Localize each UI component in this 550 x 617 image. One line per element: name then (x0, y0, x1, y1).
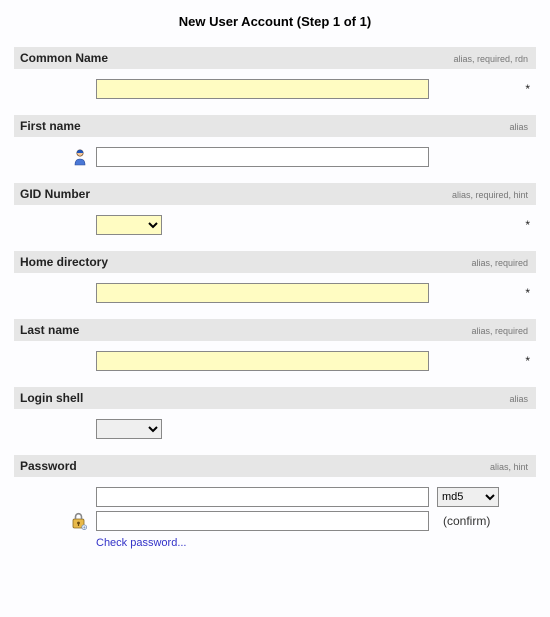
section-login-shell: Login shell alias (14, 387, 536, 409)
home-directory-input[interactable] (96, 283, 429, 303)
meta-gid-number: alias, required, hint (452, 190, 528, 200)
first-name-input[interactable] (96, 147, 429, 167)
meta-home-directory: alias, required (471, 258, 528, 268)
row-password-confirm: + (confirm) (0, 509, 550, 537)
required-marker-common-name: * (429, 82, 536, 96)
label-login-shell: Login shell (20, 391, 83, 405)
label-gid-number: GID Number (20, 187, 90, 201)
lock-icon: + (70, 511, 88, 531)
meta-login-shell: alias (509, 394, 528, 404)
meta-common-name: alias, required, rdn (453, 54, 528, 64)
meta-last-name: alias, required (471, 326, 528, 336)
person-icon (72, 148, 88, 166)
login-shell-select[interactable] (96, 419, 162, 439)
section-home-directory: Home directory alias, required (14, 251, 536, 273)
label-home-directory: Home directory (20, 255, 108, 269)
label-common-name: Common Name (20, 51, 108, 65)
row-home-directory: * (0, 273, 550, 319)
gid-number-select[interactable] (96, 215, 162, 235)
label-last-name: Last name (20, 323, 79, 337)
required-marker-home: * (429, 286, 536, 300)
required-marker-gid: * (162, 218, 536, 232)
required-marker-last: * (429, 354, 536, 368)
row-login-shell (0, 409, 550, 455)
row-password: md5 (0, 477, 550, 509)
section-gid-number: GID Number alias, required, hint (14, 183, 536, 205)
section-last-name: Last name alias, required (14, 319, 536, 341)
password-confirm-input[interactable] (96, 511, 429, 531)
section-first-name: First name alias (14, 115, 536, 137)
password-hash-select[interactable]: md5 (437, 487, 499, 507)
section-common-name: Common Name alias, required, rdn (14, 47, 536, 69)
page-title: New User Account (Step 1 of 1) (0, 0, 550, 47)
section-password: Password alias, hint (14, 455, 536, 477)
row-first-name (0, 137, 550, 183)
row-common-name: * (0, 69, 550, 115)
meta-first-name: alias (509, 122, 528, 132)
password-input[interactable] (96, 487, 429, 507)
label-first-name: First name (20, 119, 81, 133)
row-gid-number: * (0, 205, 550, 251)
svg-text:+: + (83, 525, 86, 530)
row-last-name: * (0, 341, 550, 387)
meta-password: alias, hint (490, 462, 528, 472)
label-password: Password (20, 459, 77, 473)
common-name-input[interactable] (96, 79, 429, 99)
password-confirm-label: (confirm) (443, 514, 490, 528)
check-password-link[interactable]: Check password... (0, 537, 550, 565)
last-name-input[interactable] (96, 351, 429, 371)
